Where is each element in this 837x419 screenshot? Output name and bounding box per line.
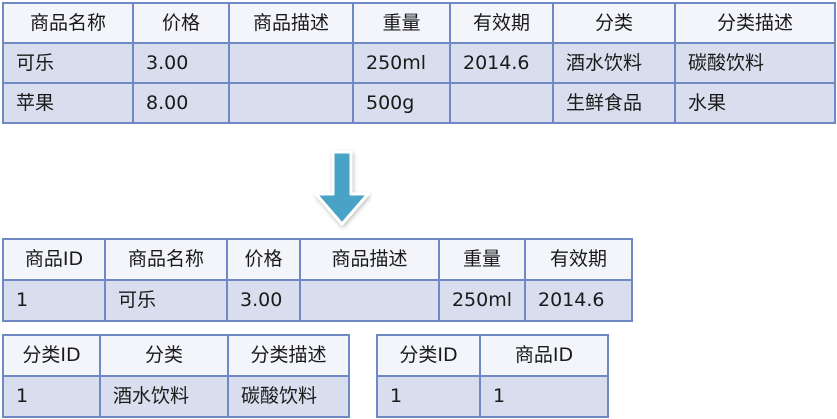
header-cell: 有效期 [449, 2, 554, 44]
arrow-shape [314, 150, 370, 226]
source-table: 商品名称 价格 商品描述 重量 有效期 分类 分类描述 可乐 3.00 250m… [2, 2, 836, 124]
header-cell: 商品描述 [228, 2, 354, 44]
table-row: 可乐 3.00 250ml 2014.6 酒水饮料 碳酸饮料 [2, 42, 836, 84]
header-cell: 分类 [99, 334, 229, 377]
header-cell: 商品名称 [104, 238, 228, 281]
header-cell: 重量 [438, 238, 526, 281]
table-cell: 250ml [352, 42, 451, 84]
product-table-header-row: 商品ID 商品名称 价格 商品描述 重量 有效期 [2, 238, 633, 281]
table-cell: 8.00 [132, 82, 230, 124]
table-cell: 可乐 [2, 42, 134, 84]
table-cell: 碳酸饮料 [227, 375, 350, 418]
table-cell: 酒水饮料 [552, 42, 676, 84]
header-cell: 分类 [552, 2, 676, 44]
table-cell: 苹果 [2, 82, 134, 124]
table-row: 1 可乐 3.00 250ml 2014.6 [2, 279, 633, 322]
table-row: 苹果 8.00 500g 生鲜食品 水果 [2, 82, 836, 124]
header-cell: 商品ID [2, 238, 106, 281]
table-cell: 可乐 [104, 279, 228, 322]
header-cell: 分类ID [2, 334, 101, 377]
header-cell: 分类描述 [674, 2, 836, 44]
table-cell [299, 279, 440, 322]
table-cell: 1 [479, 375, 609, 418]
header-cell: 商品ID [479, 334, 609, 377]
table-cell: 2014.6 [524, 279, 633, 322]
header-cell: 价格 [226, 238, 301, 281]
table-cell: 2014.6 [449, 42, 554, 84]
table-cell: 250ml [438, 279, 526, 322]
header-cell: 重量 [352, 2, 451, 44]
table-cell: 1 [376, 375, 481, 418]
link-table-header-row: 分类ID 商品ID [376, 334, 609, 377]
category-table-header-row: 分类ID 分类 分类描述 [2, 334, 350, 377]
table-row: 1 1 [376, 375, 609, 418]
table-cell [228, 82, 354, 124]
table-cell [449, 82, 554, 124]
header-cell: 有效期 [524, 238, 633, 281]
table-cell: 1 [2, 375, 101, 418]
header-cell: 价格 [132, 2, 230, 44]
table-cell: 3.00 [226, 279, 301, 322]
source-table-header-row: 商品名称 价格 商品描述 重量 有效期 分类 分类描述 [2, 2, 836, 44]
header-cell: 商品名称 [2, 2, 134, 44]
table-cell: 生鲜食品 [552, 82, 676, 124]
table-cell: 500g [352, 82, 451, 124]
down-arrow-icon [314, 150, 370, 226]
category-table: 分类ID 分类 分类描述 1 酒水饮料 碳酸饮料 [2, 334, 350, 418]
table-cell: 1 [2, 279, 106, 322]
header-cell: 分类描述 [227, 334, 350, 377]
table-cell: 碳酸饮料 [674, 42, 836, 84]
product-table: 商品ID 商品名称 价格 商品描述 重量 有效期 1 可乐 3.00 250ml… [2, 238, 633, 322]
header-cell: 分类ID [376, 334, 481, 377]
table-row: 1 酒水饮料 碳酸饮料 [2, 375, 350, 418]
table-cell: 酒水饮料 [99, 375, 229, 418]
header-cell: 商品描述 [299, 238, 440, 281]
table-cell [228, 42, 354, 84]
table-cell: 3.00 [132, 42, 230, 84]
category-product-table: 分类ID 商品ID 1 1 [376, 334, 609, 418]
table-cell: 水果 [674, 82, 836, 124]
